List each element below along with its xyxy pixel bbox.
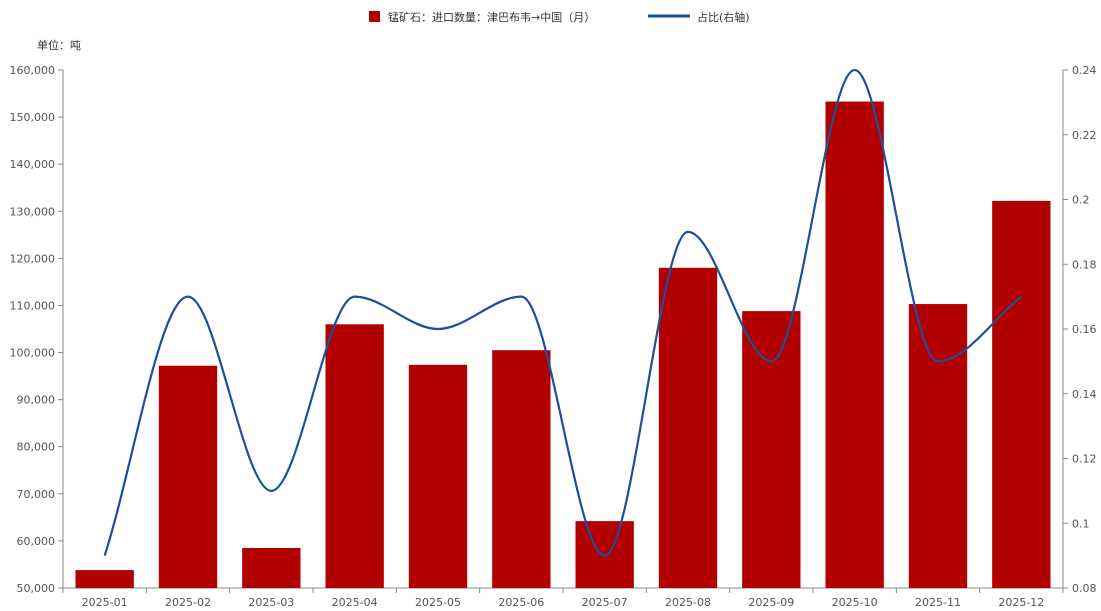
legend-swatch-bar xyxy=(369,11,380,22)
bar-2025-05 xyxy=(408,364,468,588)
left-tick-label: 120,000 xyxy=(10,252,56,265)
bar-2025-08 xyxy=(658,267,718,588)
x-tick-label: 2025-10 xyxy=(832,596,878,609)
x-tick-label: 2025-03 xyxy=(248,596,294,609)
x-tick-label: 2025-06 xyxy=(498,596,544,609)
unit-label: 单位：吨 xyxy=(37,38,81,52)
right-tick-label: 0.18 xyxy=(1072,258,1097,271)
right-axis-ticks: 0.08 0.1 0.12 0.14 0.16 0.18 0.2 0.22 0.24 xyxy=(1063,64,1097,595)
right-tick-label: 0.14 xyxy=(1072,388,1097,401)
x-tick-label: 2025-09 xyxy=(748,596,794,609)
share-line xyxy=(103,68,1023,557)
x-tick-label: 2025-11 xyxy=(915,596,961,609)
bar-2025-03 xyxy=(242,547,301,588)
bar-2025-11 xyxy=(908,304,968,588)
left-tick-label: 130,000 xyxy=(10,205,56,218)
left-tick-label: 80,000 xyxy=(17,441,56,454)
bar-2025-09 xyxy=(742,311,801,588)
legend: 锰矿石：进口数量：津巴布韦→中国（月） 占比(右轴) xyxy=(369,10,750,24)
left-tick-label: 70,000 xyxy=(17,488,56,501)
x-tick-label: 2025-12 xyxy=(998,596,1044,609)
left-tick-label: 60,000 xyxy=(17,535,56,548)
right-tick-label: 0.16 xyxy=(1072,323,1097,336)
right-tick-label: 0.1 xyxy=(1072,517,1090,530)
x-tick-label: 2025-05 xyxy=(415,596,461,609)
left-tick-label: 110,000 xyxy=(10,299,56,312)
left-tick-label: 50,000 xyxy=(17,582,56,595)
x-tick-label: 2025-01 xyxy=(82,596,128,609)
line-series xyxy=(103,68,1023,557)
x-tick-label: 2025-07 xyxy=(582,596,628,609)
x-axis-ticks: 2025-01 2025-02 2025-03 2025-04 2025-05 2025-… xyxy=(62,588,1064,609)
bar-2025-12 xyxy=(992,200,1051,588)
x-tick-label: 2025-02 xyxy=(165,596,211,609)
bar-series xyxy=(75,101,1051,589)
right-tick-label: 0.2 xyxy=(1072,194,1090,207)
right-tick-label: 0.22 xyxy=(1072,129,1097,142)
right-tick-label: 0.08 xyxy=(1072,582,1097,595)
right-tick-label: 0.12 xyxy=(1072,453,1097,466)
bar-2025-02 xyxy=(158,365,218,588)
bar-2025-06 xyxy=(492,350,551,588)
legend-label-line: 占比(右轴) xyxy=(697,10,750,24)
bar-2025-04 xyxy=(325,324,384,588)
left-tick-label: 100,000 xyxy=(10,347,56,360)
x-tick-label: 2025-04 xyxy=(332,596,378,609)
left-tick-label: 140,000 xyxy=(10,158,56,171)
left-axis-ticks: 50,000 60,000 70,000 80,000 90,000 100,000 110… xyxy=(10,64,63,595)
bar-2025-10 xyxy=(825,101,884,589)
bar-2025-01 xyxy=(75,570,134,588)
x-tick-label: 2025-08 xyxy=(665,596,711,609)
right-tick-label: 0.24 xyxy=(1072,64,1097,77)
legend-label-bar: 锰矿石：进口数量：津巴布韦→中国（月） xyxy=(388,10,595,24)
left-tick-label: 160,000 xyxy=(10,64,56,77)
left-tick-label: 150,000 xyxy=(10,111,56,124)
left-tick-label: 90,000 xyxy=(17,394,56,407)
